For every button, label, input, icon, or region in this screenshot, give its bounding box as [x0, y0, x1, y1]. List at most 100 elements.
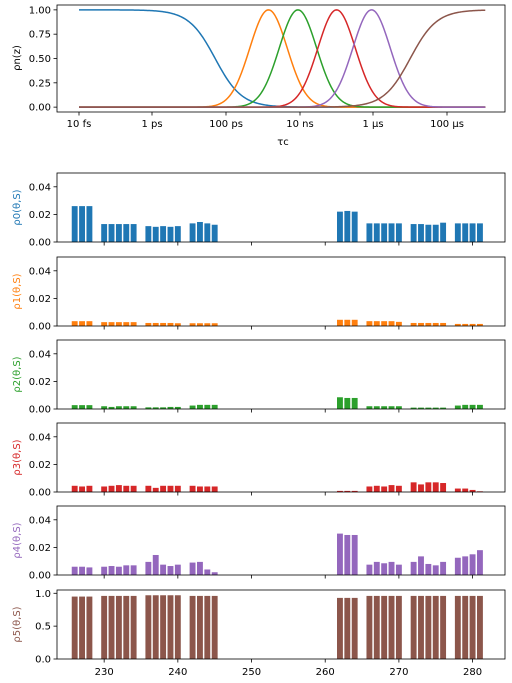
bar — [79, 596, 85, 659]
bar — [71, 566, 78, 575]
bar — [388, 321, 395, 326]
bar — [462, 323, 469, 326]
bar — [440, 483, 447, 492]
bar — [351, 397, 358, 409]
bar — [145, 595, 152, 659]
bar — [462, 488, 469, 492]
bar — [366, 595, 373, 659]
bar — [130, 565, 137, 575]
bar — [174, 406, 181, 409]
bar — [197, 404, 203, 409]
bar — [86, 321, 93, 326]
bar — [174, 485, 181, 492]
bar — [160, 485, 167, 492]
bar — [167, 595, 174, 659]
bar-ytick-label: 0.00 — [29, 571, 51, 582]
bar — [123, 322, 130, 326]
bar — [86, 596, 93, 659]
bar — [344, 534, 351, 575]
bar — [145, 407, 152, 409]
bar — [160, 407, 167, 409]
bar — [477, 404, 483, 409]
line-ylabel: ρn(z) — [12, 45, 23, 71]
bar-ytick-label: 0.02 — [29, 377, 51, 388]
bar — [197, 595, 203, 659]
bar — [167, 226, 174, 242]
bar-panel-1: 0.00 0.02 0.04 ρ1(θ,S) — [12, 256, 506, 333]
bar — [211, 595, 218, 659]
bar — [454, 405, 461, 409]
bar — [79, 321, 85, 326]
bar — [418, 556, 424, 575]
bar — [366, 406, 373, 409]
line-ytick-label: 0.50 — [29, 54, 51, 65]
bar — [71, 321, 78, 326]
bar — [395, 223, 402, 242]
line-series-2 — [79, 9, 486, 108]
bar — [410, 595, 417, 659]
bar — [101, 595, 108, 659]
bar-panel-frame — [56, 256, 506, 327]
bar — [204, 486, 211, 492]
bar — [211, 224, 218, 242]
line-xtick-label: 10 fs — [67, 119, 92, 130]
bar — [454, 557, 461, 575]
bar-ylabel: ρ3(θ,S) — [12, 439, 23, 475]
bar — [130, 224, 137, 242]
bar — [395, 564, 402, 575]
bar — [79, 206, 85, 242]
bar — [418, 322, 424, 326]
bar — [152, 554, 159, 575]
line-ytick-label: 1.00 — [29, 5, 51, 16]
bar — [388, 485, 395, 492]
bar — [145, 485, 152, 492]
line-series-4 — [79, 9, 486, 108]
bar — [432, 565, 439, 575]
bar-xtick-label: 240 — [168, 667, 187, 678]
bar-ytick-label: 0.02 — [29, 543, 51, 554]
bar — [337, 211, 343, 242]
bar — [469, 323, 476, 326]
bar — [477, 595, 483, 659]
bar — [432, 224, 439, 242]
bar-ytick-label: 0.00 — [29, 238, 51, 249]
bar-panel-frame — [56, 172, 506, 243]
bar — [366, 486, 373, 492]
bar-ytick-label: 0.02 — [29, 294, 51, 305]
bar — [388, 595, 395, 659]
bar — [79, 405, 85, 409]
bar — [108, 322, 115, 326]
bar — [432, 595, 439, 659]
bar — [71, 596, 78, 659]
bar-ytick-label: 0.0 — [35, 655, 51, 666]
bar — [425, 224, 432, 242]
bar-ylabel: ρ4(θ,S) — [12, 522, 23, 558]
bar — [469, 223, 476, 242]
bar — [440, 595, 447, 659]
bar — [418, 595, 424, 659]
bar-xtick-label: 270 — [389, 667, 408, 678]
bar — [115, 566, 122, 575]
bar — [197, 221, 203, 242]
bar — [167, 566, 174, 575]
bar — [373, 223, 380, 242]
bar — [108, 406, 115, 409]
bar-ytick-label: 0.04 — [29, 349, 51, 360]
bar — [123, 565, 130, 575]
bar-ytick-label: 0.04 — [29, 432, 51, 443]
bar — [373, 321, 380, 326]
bar — [425, 482, 432, 492]
bar — [366, 223, 373, 242]
bar — [130, 322, 137, 326]
bar-panel-0: 0.00 0.02 0.04 ρ0(θ,S) — [12, 172, 506, 249]
bar-ytick-label: 0.5 — [35, 622, 51, 633]
bar — [189, 323, 196, 326]
bar-ylabel: ρ2(θ,S) — [12, 356, 23, 392]
bar — [204, 323, 211, 326]
bar — [425, 563, 432, 575]
bar-panel-2: 0.00 0.02 0.04 ρ2(θ,S) — [12, 339, 506, 416]
bar — [152, 322, 159, 326]
bar — [160, 595, 167, 659]
bar — [152, 226, 159, 242]
line-xtick-label: 1 ps — [141, 119, 162, 130]
